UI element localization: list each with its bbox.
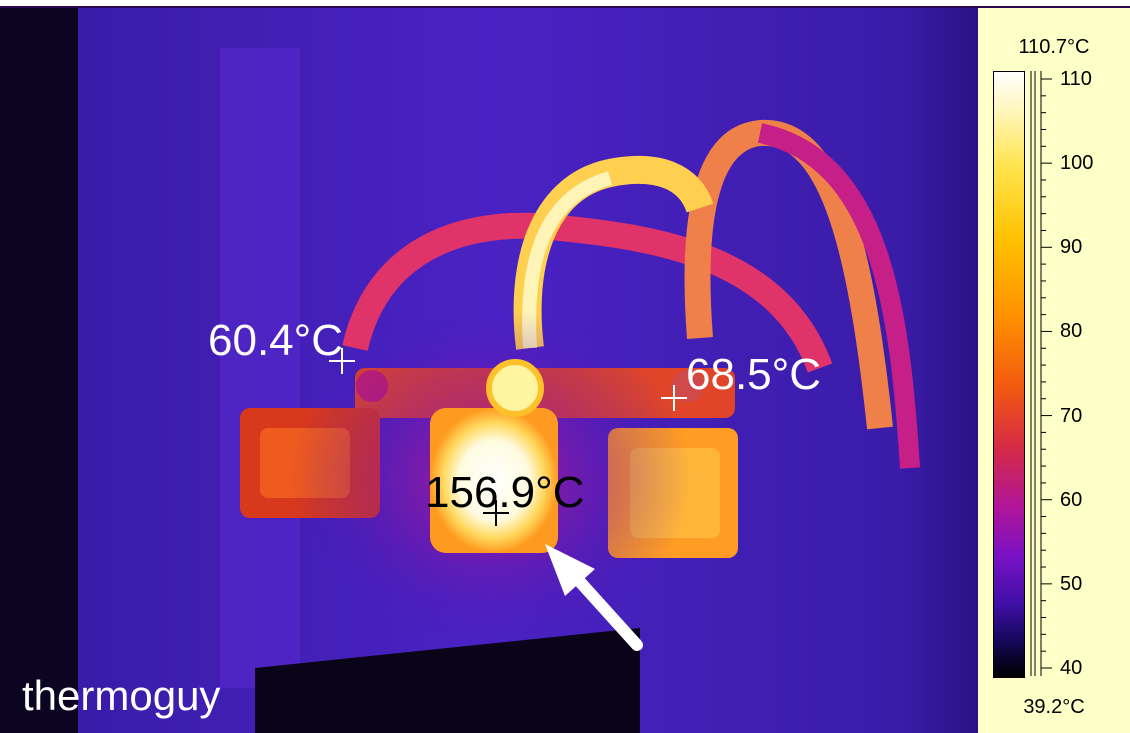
measurement-crosshair-hotspot: [483, 500, 509, 526]
watermark: thermoguy: [22, 672, 221, 719]
top-border: [0, 0, 1130, 8]
scale-tick-label: 70: [1060, 404, 1083, 427]
temperature-label-hotspot: 156.9°C: [425, 468, 585, 517]
temperature-label-right: 68.5°C: [686, 350, 822, 399]
scale-tick-label: 90: [1060, 236, 1083, 259]
scale-tick-label: 80: [1060, 320, 1083, 343]
measurement-crosshair-right: [661, 385, 687, 411]
thermal-image: [0, 8, 978, 733]
scale-tick-label: 100: [1060, 152, 1094, 175]
temperature-scale-legend: 110.7°C 110 100 90 80 70 60 50 40 39.2°C: [978, 8, 1130, 733]
color-scale-bar: [993, 71, 1025, 678]
temperature-label-left: 60.4°C: [208, 316, 344, 365]
legend-max-temperature: 110.7°C: [1018, 36, 1090, 58]
scale-tick-label: 110: [1060, 68, 1092, 90]
scale-ticks: [1030, 71, 1052, 676]
scale-tick-label: 50: [1060, 572, 1083, 595]
scale-tick-label: 60: [1060, 488, 1083, 511]
legend-min-temperature: 39.2°C: [1023, 696, 1085, 718]
scale-tick-label: 40: [1060, 657, 1083, 679]
measurement-crosshair-left: [329, 348, 355, 374]
